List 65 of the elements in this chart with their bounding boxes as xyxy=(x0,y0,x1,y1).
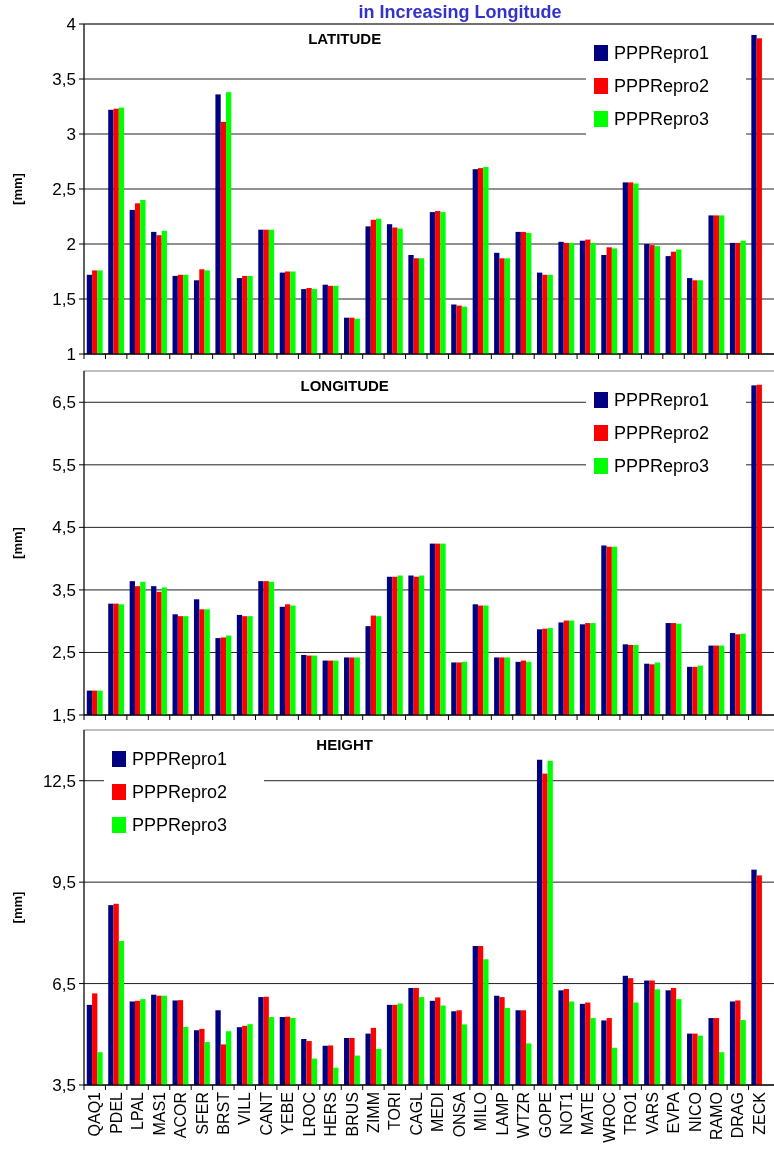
legend-label: PPPRepro2 xyxy=(132,782,228,802)
y-tick-label: 4,5 xyxy=(52,518,76,538)
y-tick-label: 4 xyxy=(66,14,76,34)
x-tick-label: ZIMM xyxy=(365,1092,383,1133)
y-axis-title: [mm] xyxy=(10,173,25,205)
legend-label: PPPRepro1 xyxy=(132,749,228,769)
x-tick-label: MEDI xyxy=(429,1092,447,1132)
legend-label: PPPRepro3 xyxy=(614,109,710,129)
x-tick-label: NOT1 xyxy=(557,1091,575,1135)
legend-label: PPPRepro3 xyxy=(614,456,710,476)
x-tick-label: YEBE xyxy=(279,1092,297,1135)
x-tick-label: MILO xyxy=(472,1092,490,1132)
y-tick-label: 12,5 xyxy=(42,771,76,791)
x-tick-label: QAQ1 xyxy=(86,1091,104,1137)
legend-label: PPPRepro2 xyxy=(614,76,710,96)
y-tick-label: 6,5 xyxy=(52,393,76,413)
x-tick-label: LPAL xyxy=(129,1091,147,1130)
x-tick-label: BRUS xyxy=(343,1092,361,1137)
chart-title: LATITUDE xyxy=(308,30,382,47)
x-tick-label: VILL xyxy=(236,1091,254,1125)
x-tick-label: CAGL xyxy=(407,1091,425,1136)
y-tick-label: 9,5 xyxy=(52,873,76,893)
x-tick-label: NICO xyxy=(686,1092,704,1132)
legend-label: PPPRepro1 xyxy=(614,43,710,63)
x-tick-label: SFER xyxy=(193,1092,211,1135)
y-tick-label: 1 xyxy=(66,344,76,364)
x-tick-label: RAMO xyxy=(708,1092,726,1140)
x-tick-label: LAMP xyxy=(493,1092,511,1136)
y-tick-label: 6,5 xyxy=(52,974,76,994)
chart-title: LONGITUDE xyxy=(300,377,389,394)
y-tick-label: 2,5 xyxy=(52,643,76,663)
x-tick-label: WROC xyxy=(600,1092,618,1143)
y-axis-title: [mm] xyxy=(10,527,25,559)
text: in Increasing Longitude xyxy=(358,2,562,22)
x-tick-label: HERS xyxy=(322,1092,340,1137)
x-tick-label: DRAG xyxy=(729,1092,747,1139)
legend-label: PPPRepro1 xyxy=(614,390,710,410)
x-tick-label: WTZR xyxy=(515,1092,533,1139)
y-tick-label: 2,5 xyxy=(52,179,76,199)
legend-label: PPPRepro2 xyxy=(614,423,710,443)
chart-title: HEIGHT xyxy=(316,736,374,753)
x-tick-label: ONSA xyxy=(450,1091,468,1138)
y-tick-label: 2 xyxy=(66,234,76,254)
x-tick-label: GOPE xyxy=(536,1092,554,1139)
legend-label: PPPRepro3 xyxy=(132,815,228,835)
x-tick-label: LROC xyxy=(300,1092,318,1137)
x-tick-label: PDEL xyxy=(107,1091,125,1134)
x-tick-label: ZECK xyxy=(750,1091,768,1135)
y-tick-label: 3,5 xyxy=(52,1075,76,1095)
x-tick-label: MATE xyxy=(579,1092,597,1136)
y-tick-label: 3,5 xyxy=(52,69,76,89)
y-tick-label: 5,5 xyxy=(52,455,76,475)
x-tick-label: TRO1 xyxy=(622,1091,640,1135)
x-tick-label: VARS xyxy=(643,1092,661,1135)
x-tick-label: EVPA xyxy=(665,1091,683,1134)
x-tick-label: MAS1 xyxy=(150,1091,168,1136)
x-tick-label: BRST xyxy=(214,1091,232,1135)
y-tick-label: 3,5 xyxy=(52,580,76,600)
x-tick-label: TORI xyxy=(386,1092,404,1130)
y-tick-label: 1,5 xyxy=(52,289,76,309)
y-tick-label: 1,5 xyxy=(52,705,76,725)
y-axis-title: [mm] xyxy=(10,891,25,924)
x-tick-label: CANT xyxy=(257,1091,275,1136)
y-tick-label: 3 xyxy=(66,124,76,144)
x-tick-label: ACOR xyxy=(172,1092,190,1139)
